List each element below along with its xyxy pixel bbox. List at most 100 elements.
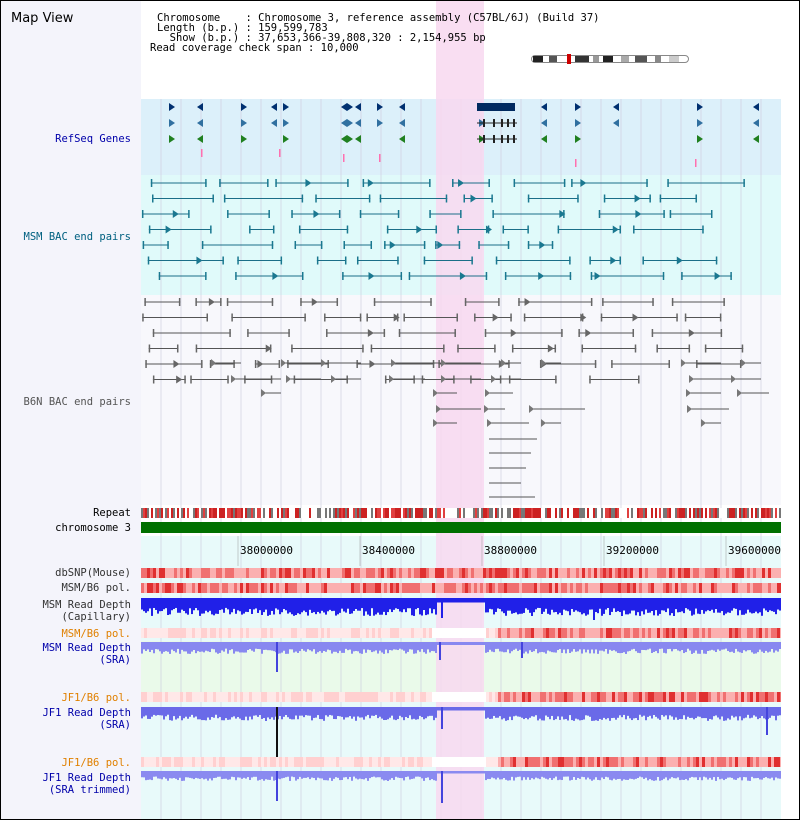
- msm-depth-sra: [701, 642, 703, 650]
- repeat-segment: [305, 508, 307, 518]
- jf1-b6-pol-segment: [651, 692, 654, 702]
- msm-depth-capillary: [365, 598, 367, 612]
- repeat-segment: [525, 508, 527, 518]
- jf1-depth-sra: [779, 707, 781, 716]
- repeat-segment: [663, 508, 665, 518]
- jf1-depth-trimmed: [479, 771, 481, 774]
- repeat-segment: [467, 508, 469, 518]
- repeat-segment: [447, 508, 449, 518]
- jf1-depth-trimmed: [475, 771, 477, 774]
- repeat-segment: [709, 508, 711, 518]
- msm-b6-pol-segment: [693, 583, 696, 593]
- dbsnp-segment: [456, 568, 459, 578]
- jf1-depth-sra: [695, 707, 697, 719]
- jf1-b6-pol-segment: [762, 692, 765, 702]
- jf1-b6-pol-segment: [699, 692, 702, 702]
- dbsnp-segment: [690, 568, 693, 578]
- jf1-b6-pol2-segment: [345, 757, 348, 767]
- jf1-depth-trimmed: [233, 771, 235, 778]
- repeat-segment: [483, 508, 485, 518]
- msm-depth-capillary: [497, 598, 499, 609]
- msm-depth-capillary: [651, 598, 653, 611]
- jf1-depth-trimmed: [267, 771, 269, 780]
- msm-b6-pol-segment: [423, 583, 426, 593]
- msm-bac-end: [743, 179, 745, 187]
- msm-b6-pol-segment: [357, 583, 360, 593]
- msm-b6-pol-segment: [507, 583, 510, 593]
- gene-arrow: [283, 119, 289, 127]
- jf1-depth-sra: [651, 707, 653, 719]
- msm-b6-pol-segment: [330, 583, 333, 593]
- msm-b6-pol-sra-segment: [300, 628, 303, 638]
- repeat-segment: [227, 508, 229, 518]
- msm-depth-sra: [231, 642, 233, 650]
- dbsnp-segment: [447, 568, 450, 578]
- msm-b6-pol-segment: [180, 583, 183, 593]
- repeat-segment: [753, 508, 755, 518]
- repeat-segment: [345, 508, 347, 518]
- jf1-depth-trimmed: [181, 771, 183, 781]
- msm-depth-sra: [733, 642, 735, 653]
- jf1-b6-pol-segment: [459, 692, 462, 702]
- msm-depth-sra: [599, 642, 601, 651]
- msm-depth-capillary: [171, 598, 173, 611]
- msm-b6-pol-segment: [216, 583, 219, 593]
- b6n-bac-end: [178, 298, 181, 306]
- repeat-segment: [665, 508, 667, 518]
- jf1-depth-sra: [677, 707, 679, 720]
- msm-depth-sra: [533, 642, 535, 652]
- b6n-bac-end: [231, 313, 233, 322]
- jf1-b6-pol-segment: [420, 692, 423, 702]
- b6n-bac-arrow: [173, 360, 180, 368]
- msm-b6-pol-sra-segment: [498, 628, 501, 638]
- msm-b6-pol-segment: [471, 583, 474, 593]
- msm-bac-end: [603, 194, 606, 203]
- jf1-b6-pol2-segment: [492, 757, 495, 767]
- tracks-canvas[interactable]: 38000000 38400000 38800000 39200000 39600000: [141, 1, 781, 819]
- jf1-b6-pol-segment: [768, 692, 771, 702]
- genome-plot[interactable]: 38000000 38400000 38800000 39200000 39600000: [141, 1, 781, 819]
- chromosome-ideogram[interactable]: [531, 52, 689, 66]
- jf1-depth-trimmed: [379, 771, 381, 778]
- jf1-b6-pol2-segment: [588, 757, 591, 767]
- jf1-depth-trimmed: [159, 771, 161, 779]
- repeat-segment: [503, 508, 505, 518]
- msm-depth-capillary: [203, 598, 205, 614]
- msm-b6-pol-sra-segment: [315, 628, 318, 638]
- jf1-depth-sra: [265, 707, 267, 721]
- dbsnp-segment: [531, 568, 534, 578]
- msm-depth-capillary: [145, 598, 147, 613]
- jf1-depth-sra: [731, 707, 733, 716]
- jf1-depth-sra: [215, 707, 217, 715]
- dbsnp-segment: [717, 568, 720, 578]
- b6n-bac-arrow: [441, 359, 446, 367]
- msm-b6-pol-sra-segment: [276, 628, 279, 638]
- repeat-segment: [733, 508, 735, 518]
- jf1-b6-pol2-segment: [606, 757, 609, 767]
- msm-bac-end: [429, 210, 431, 218]
- msm-depth-capillary: [547, 598, 549, 614]
- track-label-jf1-b6-pol-2: JF1/B6 pol.: [61, 757, 131, 769]
- jf1-b6-pol-segment: [741, 692, 744, 702]
- jf1-b6-pol-segment: [408, 692, 411, 702]
- jf1-depth-trimmed: [387, 771, 389, 781]
- msm-b6-pol-segment: [162, 583, 165, 593]
- gene-arrow: [169, 135, 175, 143]
- jf1-depth-sra: [229, 707, 231, 720]
- msm-depth-capillary: [531, 598, 533, 616]
- dbsnp-segment: [249, 568, 252, 578]
- jf1-depth-sra: [609, 707, 611, 721]
- jf1-depth-sra: [169, 707, 171, 721]
- track-label-dbsnp: dbSNP(Mouse): [55, 567, 131, 579]
- msm-depth-sra: [229, 642, 231, 651]
- jf1-depth-sra: [741, 707, 743, 721]
- dbsnp-segment: [357, 568, 360, 578]
- msm-depth-capillary: [645, 598, 647, 610]
- dbsnp-segment: [423, 568, 426, 578]
- msm-depth-capillary: [255, 598, 257, 609]
- msm-depth-sra: [729, 642, 731, 653]
- msm-b6-pol-segment: [303, 583, 306, 593]
- jf1-b6-pol2-segment: [633, 757, 636, 767]
- msm-b6-pol-sra-segment: [546, 628, 549, 638]
- msm-depth-capillary: [629, 598, 631, 614]
